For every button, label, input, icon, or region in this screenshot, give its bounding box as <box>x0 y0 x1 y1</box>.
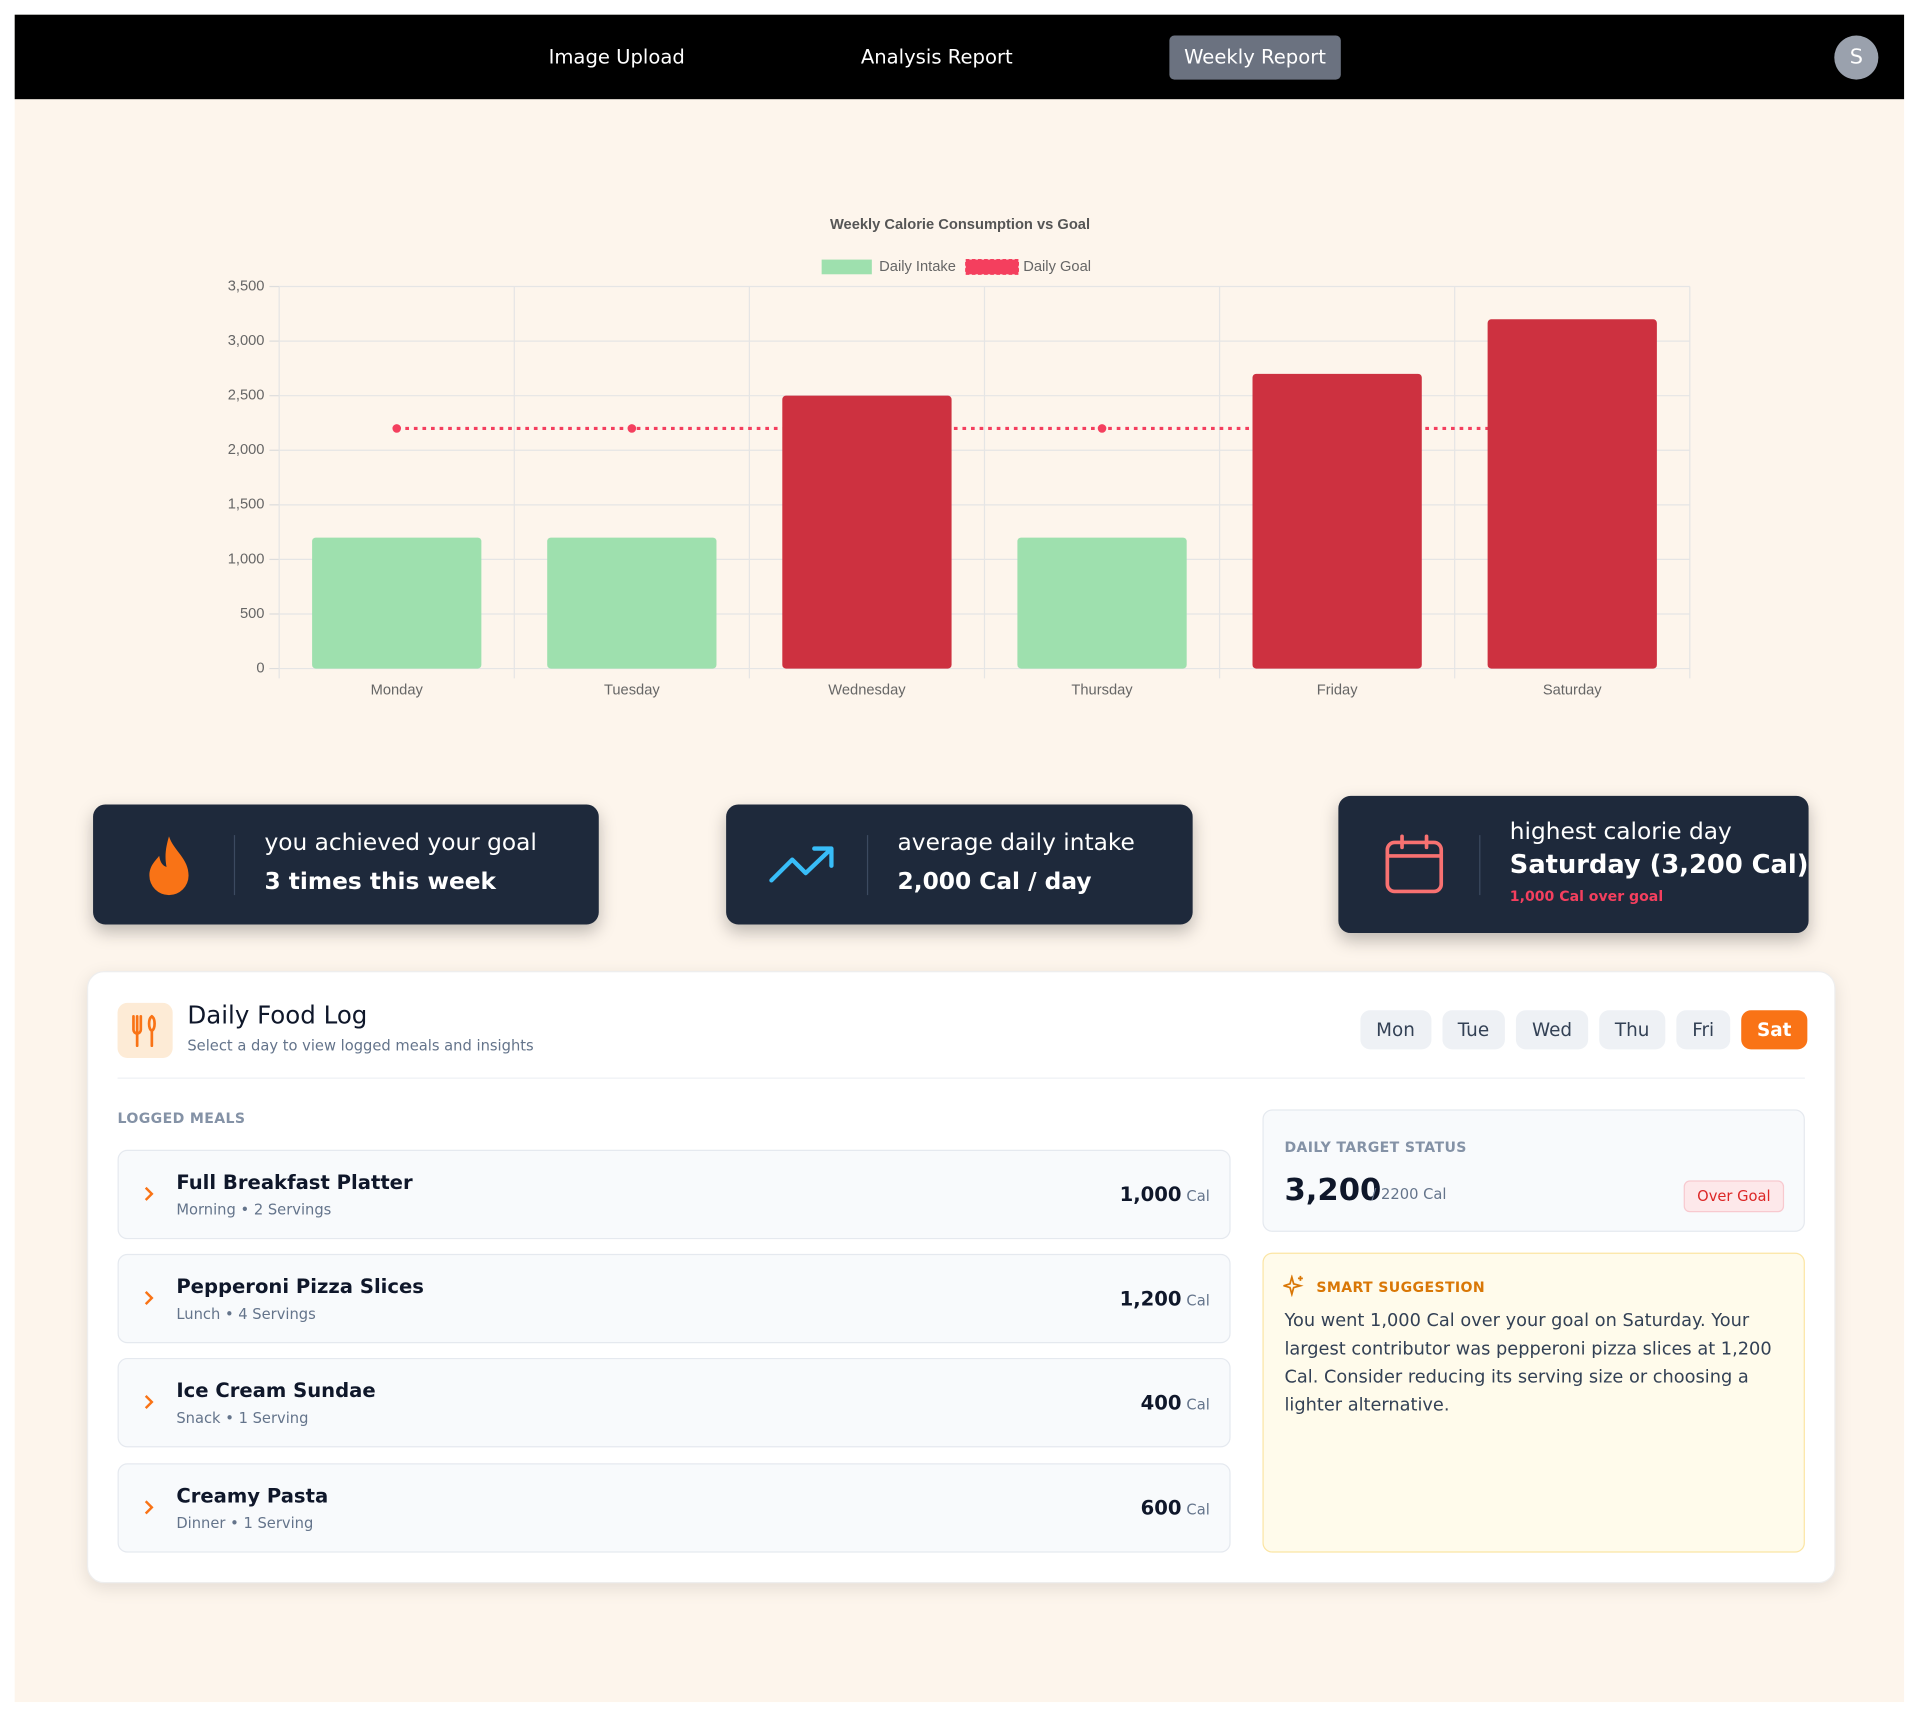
calorie-unit: Cal <box>1186 1501 1210 1519</box>
meal-row[interactable]: Full Breakfast Platter Morning • 2 Servin… <box>117 1149 1231 1240</box>
day-tab[interactable]: Fri <box>1676 1010 1731 1050</box>
suggestion-box: SMART SUGGESTION You went 1,000 Cal over… <box>1262 1252 1805 1553</box>
chevron <box>144 1186 154 1201</box>
meal-row[interactable]: Pepperoni Pizza Slices Lunch • 4 Servings… <box>117 1253 1231 1344</box>
x-tick-label: Saturday <box>1543 682 1602 698</box>
y-tick-label: 0 <box>256 660 264 676</box>
y-tick-label: 2,500 <box>228 388 265 404</box>
stat-label: you achieved your goal <box>264 828 537 856</box>
flame-icon <box>149 836 189 896</box>
meal-calories: 400 Cal <box>1141 1391 1210 1414</box>
stat-value: 3 times this week <box>264 868 496 896</box>
chevron <box>144 1395 154 1410</box>
y-tick-label: 2,000 <box>228 442 265 458</box>
meal-detail: Morning • 2 Servings <box>176 1201 332 1219</box>
calendar-icon <box>1385 834 1444 894</box>
nav-link[interactable]: Analysis Report <box>860 45 1013 69</box>
x-tick-label: Tuesday <box>604 682 660 698</box>
legend-label: Daily Intake <box>879 259 956 275</box>
meals-heading: LOGGED MEALS <box>117 1109 246 1127</box>
status-badge: Over Goal <box>1683 1180 1785 1213</box>
nav-link-active[interactable]: Weekly Report <box>1169 35 1341 80</box>
chevron <box>144 1500 154 1515</box>
day-tab[interactable]: Tue <box>1441 1010 1506 1050</box>
x-tick-label: Monday <box>371 682 424 698</box>
day-tabs: Mon Tue Wed Thu Fri Sat <box>1349 1010 1808 1050</box>
meal-name: Full Breakfast Platter <box>176 1170 413 1194</box>
meal-calories: 1,000 Cal <box>1120 1183 1210 1206</box>
food-log-panel: Daily Food Log Select a day to view logg… <box>86 971 1836 1584</box>
meal-calories: 600 Cal <box>1141 1496 1210 1519</box>
divider <box>117 1077 1805 1079</box>
avatar[interactable]: S <box>1834 35 1879 80</box>
stat-card: highest calorie day Saturday (3,200 Cal)… <box>1338 795 1809 934</box>
day-tab[interactable]: Thu <box>1598 1010 1666 1050</box>
legend-swatch <box>821 259 872 275</box>
stat-card: you achieved your goal 3 times this week <box>93 804 599 925</box>
y-tick-label: 1,500 <box>228 497 265 513</box>
stat-value: Saturday (3,200 Cal) <box>1509 849 1809 880</box>
x-tick-label: Wednesday <box>828 682 906 698</box>
meal-detail: Dinner • 1 Serving <box>176 1514 314 1532</box>
bar <box>1017 537 1187 669</box>
meal-name: Ice Cream Sundae <box>176 1378 376 1403</box>
chevron <box>144 1290 154 1305</box>
log-icon <box>117 1002 173 1058</box>
log-subtitle: Select a day to view logged meals and in… <box>187 1037 534 1055</box>
meal-name: Creamy Pasta <box>176 1484 329 1508</box>
y-tick-label: 1,000 <box>228 551 265 567</box>
status-target: / 2200 Cal <box>1371 1185 1447 1203</box>
bar <box>312 537 482 669</box>
day-tab[interactable]: Wed <box>1516 1010 1588 1050</box>
day-tab[interactable]: Mon <box>1360 1010 1431 1050</box>
y-tick-label: 3,500 <box>228 278 265 294</box>
meal-row[interactable]: Ice Cream Sundae Snack • 1 Serving 400 Cal <box>117 1357 1231 1448</box>
stat-value: 2,000 Cal / day <box>897 868 1092 896</box>
sparkle-icon <box>1283 1274 1304 1297</box>
log-title: Daily Food Log <box>187 1000 368 1030</box>
meal-detail: Lunch • 4 Servings <box>176 1305 316 1323</box>
meal-row[interactable]: Creamy Pasta Dinner • 1 Serving 600 Cal <box>117 1463 1231 1553</box>
calorie-value: 600 <box>1140 1496 1182 1520</box>
bar <box>782 395 952 669</box>
legend-swatch <box>965 258 1019 275</box>
chart-title: Weekly Calorie Consumption vs Goal <box>830 217 1090 233</box>
suggestion-text: You went 1,000 Cal over your goal on Sat… <box>1284 1311 1772 1416</box>
bar <box>547 537 717 669</box>
bar <box>1252 373 1422 669</box>
nav-link[interactable]: Image Upload <box>548 45 685 69</box>
goal-point <box>627 424 637 433</box>
x-tick-label: Friday <box>1317 682 1358 698</box>
calorie-value: 400 <box>1140 1391 1182 1415</box>
calorie-unit: Cal <box>1186 1291 1210 1309</box>
y-tick-label: 500 <box>240 606 265 622</box>
nav-bar: Image Upload Analysis Report Weekly Repo… <box>14 14 1905 100</box>
suggestion-heading: SMART SUGGESTION <box>1316 1278 1486 1296</box>
status-value: 3,200 <box>1284 1171 1382 1208</box>
stat-label: average daily intake <box>897 828 1135 856</box>
calorie-value: 1,000 <box>1119 1182 1182 1207</box>
goal-point <box>392 424 402 433</box>
status-heading: DAILY TARGET STATUS <box>1284 1138 1467 1156</box>
target-status: DAILY TARGET STATUS 3,200 / 2200 Cal Ove… <box>1262 1109 1805 1232</box>
meal-detail: Snack • 1 Serving <box>176 1409 309 1427</box>
stat-label: highest calorie day <box>1509 817 1732 845</box>
trend-icon <box>769 846 834 883</box>
calorie-value: 1,200 <box>1119 1286 1182 1311</box>
calorie-unit: Cal <box>1186 1187 1210 1205</box>
calorie-unit: Cal <box>1186 1395 1210 1414</box>
stat-note: 1,000 Cal over goal <box>1509 887 1664 905</box>
chart: Weekly Calorie Consumption vs Goal 0 500 1… <box>228 217 1691 698</box>
meal-name: Pepperoni Pizza Slices <box>176 1274 424 1298</box>
y-tick-label: 3,000 <box>228 333 265 349</box>
stat-card: average daily intake 2,000 Cal / day <box>726 804 1193 925</box>
bar <box>1487 319 1657 669</box>
goal-point <box>1097 424 1107 433</box>
meal-calories: 1,200 Cal <box>1120 1287 1210 1310</box>
x-tick-label: Thursday <box>1071 682 1133 698</box>
day-tab[interactable]: Sat <box>1741 1010 1808 1050</box>
legend-label: Daily Goal <box>1023 259 1091 275</box>
